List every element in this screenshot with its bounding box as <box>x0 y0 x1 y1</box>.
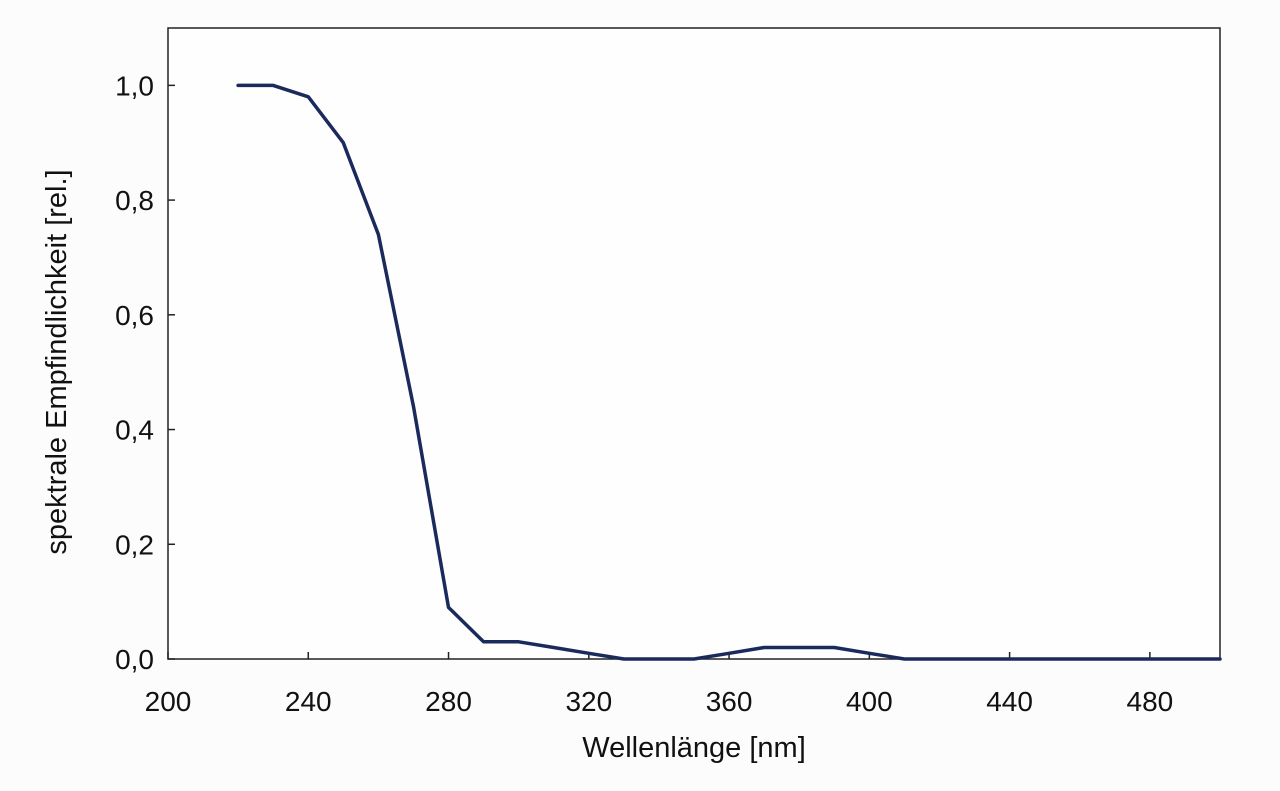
y-tick-label: 0,4 <box>115 415 154 446</box>
x-tick-label: 400 <box>846 686 893 717</box>
y-tick-label: 1,0 <box>115 70 154 101</box>
x-axis-ticks: 200 240 280 320 360 400 440 480 <box>145 652 1174 717</box>
series-lines <box>236 83 1222 661</box>
x-tick-label: 200 <box>145 686 192 717</box>
series-line <box>236 83 1222 661</box>
y-tick-label: 0,8 <box>115 185 154 216</box>
x-tick-label: 320 <box>565 686 612 717</box>
plot-area <box>167 27 1221 660</box>
x-tick-label: 240 <box>285 686 332 717</box>
x-axis-title: Wellenlänge [nm] <box>582 732 806 764</box>
x-tick-label: 280 <box>425 686 472 717</box>
y-axis-ticks: 0,0 0,2 0,4 0,6 0,8 1,0 <box>115 70 175 675</box>
x-tick-label: 440 <box>986 686 1033 717</box>
y-axis-title: spektrale Empfindlichkeit [rel.] <box>41 169 73 554</box>
y-tick-label: 0,6 <box>115 300 154 331</box>
x-tick-label: 360 <box>706 686 753 717</box>
x-tick-label: 480 <box>1127 686 1174 717</box>
y-tick-label: 0,2 <box>115 529 154 560</box>
y-tick-label: 0,0 <box>115 644 154 675</box>
